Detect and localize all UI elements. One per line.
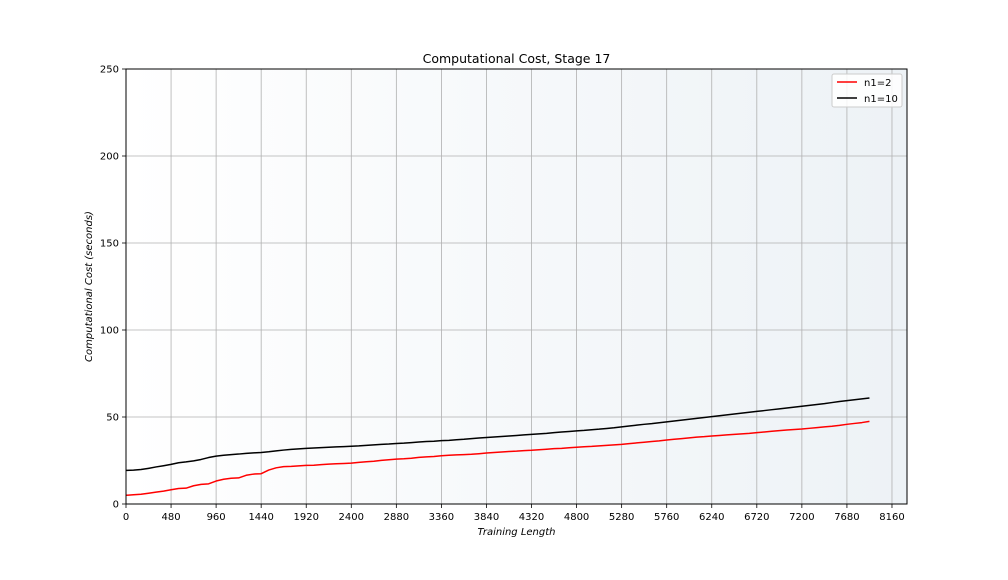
- x-tick-label: 5280: [609, 512, 634, 523]
- x-tick-label: 2400: [339, 512, 364, 523]
- x-tick-label: 7200: [789, 512, 814, 523]
- y-axis-label: Computational Cost (seconds): [84, 211, 95, 362]
- y-tick-label: 0: [113, 500, 119, 511]
- y-axis-ticks: 0 50 100 150 200 250: [100, 65, 126, 511]
- y-tick-label: 250: [100, 65, 119, 76]
- series-lines: [125, 397, 870, 497]
- x-tick-label: 4800: [564, 512, 589, 523]
- y-tick-label: 50: [106, 413, 119, 424]
- x-tick-label: 7680: [834, 512, 859, 523]
- x-tick-label: 6240: [699, 512, 724, 523]
- x-tick-label: 2880: [384, 512, 409, 523]
- x-tick-label: 3840: [474, 512, 499, 523]
- grid-lines: [125, 68, 907, 505]
- x-tick-label: 4320: [519, 512, 544, 523]
- plot-area: [126, 69, 907, 504]
- legend-label-n1-2: n1=2: [864, 78, 891, 89]
- series-line-n1-2: [125, 420, 870, 497]
- plot-frame: [125, 68, 908, 505]
- y-tick-label: 150: [100, 239, 119, 250]
- x-tick-label: 1440: [248, 512, 273, 523]
- x-tick-label: 1920: [294, 512, 319, 523]
- legend: n1=2 n1=10: [831, 73, 903, 108]
- x-tick-label: 8160: [879, 512, 904, 523]
- legend-label-n1-10: n1=10: [864, 94, 898, 105]
- x-tick-label: 0: [123, 512, 129, 523]
- x-tick-label: 5760: [654, 512, 679, 523]
- chart-title: Computational Cost, Stage 17: [423, 51, 611, 66]
- x-axis-label: Training Length: [478, 527, 556, 538]
- x-axis-ticks: 0 480 960 1440 1920 2400 2880 3360 3840 4320 4800 5…: [123, 504, 905, 523]
- x-tick-label: 960: [207, 512, 226, 523]
- x-tick-label: 480: [162, 512, 181, 523]
- x-tick-label: 6720: [744, 512, 769, 523]
- y-tick-label: 200: [100, 152, 119, 163]
- y-tick-label: 100: [100, 326, 119, 337]
- series-line-n1-10: [125, 397, 870, 472]
- x-tick-label: 3360: [429, 512, 454, 523]
